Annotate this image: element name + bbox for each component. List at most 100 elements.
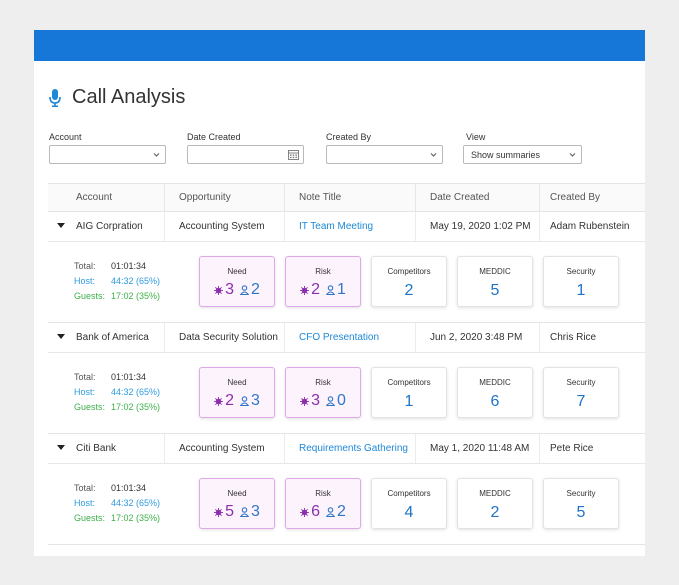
virus-icon — [300, 507, 310, 517]
created-by-filter: Created By — [326, 132, 443, 164]
call-analysis-table: Account Opportunity Note Title Date Crea… — [48, 183, 645, 545]
guests-duration: 17:02 (35%) — [111, 291, 161, 301]
need-participants: 3 — [251, 392, 260, 409]
risk-tile[interactable]: Risk 2 1 — [285, 256, 361, 307]
virus-icon — [214, 507, 224, 517]
risk-tile[interactable]: Risk 6 2 — [285, 478, 361, 529]
competitors-label: Competitors — [387, 489, 431, 498]
need-label: Need — [227, 489, 247, 498]
view-filter-label: View — [466, 132, 486, 142]
table-row[interactable]: AIG Corpration Accounting System IT Team… — [48, 212, 645, 242]
table-row[interactable]: Citi Bank Accounting System Requirements… — [48, 434, 645, 464]
risk-count: 2 — [311, 281, 320, 298]
person-icon — [326, 507, 335, 517]
security-tile[interactable]: Security 5 — [543, 478, 619, 529]
note-title-link[interactable]: Requirements Gathering — [285, 434, 416, 463]
competitors-tile[interactable]: Competitors 4 — [371, 478, 447, 529]
date-created-cell: May 19, 2020 1:02 PM — [416, 212, 540, 241]
note-title-link[interactable]: CFO Presentation — [285, 323, 416, 352]
column-header-opportunity[interactable]: Opportunity — [165, 184, 285, 211]
total-duration: 01:01:34 — [111, 483, 147, 493]
virus-icon — [300, 396, 310, 406]
table-header: Account Opportunity Note Title Date Crea… — [48, 183, 645, 212]
call-duration-stats: Total: 01:01:34 Host: 44:32 (65%) Guests: 1… — [74, 481, 160, 526]
date-created-cell: May 1, 2020 11:48 AM — [416, 434, 540, 463]
security-count: 1 — [576, 282, 586, 299]
account-cell: AIG Corpration — [48, 212, 165, 241]
need-tile[interactable]: Need 5 3 — [199, 478, 275, 529]
security-count: 5 — [576, 504, 586, 521]
header-bar — [34, 30, 645, 61]
row-summary: Total: 01:01:34 Host: 44:32 (65%) Guests: 1… — [48, 242, 645, 323]
caret-down-icon[interactable] — [57, 223, 65, 229]
host-duration: 44:32 (65%) — [111, 387, 161, 397]
meddic-count: 6 — [490, 393, 500, 410]
meddic-count: 2 — [490, 504, 500, 521]
guests-duration: 17:02 (35%) — [111, 402, 161, 412]
account-select[interactable] — [49, 145, 166, 164]
risk-count: 3 — [311, 392, 320, 409]
risk-participants: 1 — [337, 281, 346, 298]
need-participants: 2 — [251, 281, 260, 298]
meddic-tile[interactable]: MEDDIC 6 — [457, 367, 533, 418]
competitors-tile[interactable]: Competitors 2 — [371, 256, 447, 307]
meddic-tile[interactable]: MEDDIC 2 — [457, 478, 533, 529]
view-select[interactable]: Show summaries — [463, 145, 582, 164]
calendar-icon[interactable] — [288, 149, 299, 160]
total-label: Total: — [74, 372, 96, 382]
risk-tile[interactable]: Risk 3 0 — [285, 367, 361, 418]
call-analysis-panel: Call Analysis Account Date Created — [34, 30, 645, 556]
date-created-input[interactable] — [187, 145, 304, 164]
column-header-note-title[interactable]: Note Title — [285, 184, 416, 211]
total-label: Total: — [74, 483, 96, 493]
account-filter: Account — [49, 132, 166, 164]
security-tile[interactable]: Security 7 — [543, 367, 619, 418]
table-row[interactable]: Bank of America Data Security Solution C… — [48, 323, 645, 353]
host-duration: 44:32 (65%) — [111, 276, 161, 286]
risk-count: 6 — [311, 503, 320, 520]
column-header-created-by[interactable]: Created By — [550, 192, 601, 203]
meddic-label: MEDDIC — [479, 489, 511, 498]
host-label: Host: — [74, 387, 96, 397]
host-duration: 44:32 (65%) — [111, 498, 161, 508]
risk-label: Risk — [315, 267, 331, 276]
page-title: Call Analysis — [72, 86, 186, 108]
caret-down-icon[interactable] — [57, 334, 65, 340]
risk-participants: 0 — [337, 392, 346, 409]
caret-down-icon[interactable] — [57, 445, 65, 451]
opportunity-cell: Accounting System — [165, 212, 285, 241]
need-participants: 3 — [251, 503, 260, 520]
total-duration: 01:01:34 — [111, 261, 147, 271]
view-filter: View Show summaries — [463, 132, 582, 164]
total-label: Total: — [74, 261, 96, 271]
column-header-account[interactable]: Account — [48, 184, 165, 211]
column-header-date-created[interactable]: Date Created — [416, 184, 540, 211]
host-label: Host: — [74, 276, 96, 286]
security-tile[interactable]: Security 1 — [543, 256, 619, 307]
call-duration-stats: Total: 01:01:34 Host: 44:32 (65%) Guests: 1… — [74, 259, 160, 304]
microphone-icon — [49, 88, 61, 107]
row-summary: Total: 01:01:34 Host: 44:32 (65%) Guests: 1… — [48, 464, 645, 545]
competitors-label: Competitors — [387, 267, 431, 276]
guests-label: Guests: — [74, 291, 106, 301]
need-tile[interactable]: Need 3 2 — [199, 256, 275, 307]
chevron-down-icon — [569, 153, 576, 157]
created-by-cell: Pete Rice — [550, 443, 594, 454]
created-by-select[interactable] — [326, 145, 443, 164]
virus-icon — [214, 285, 224, 295]
need-tile[interactable]: Need 2 3 — [199, 367, 275, 418]
competitors-count: 4 — [404, 504, 414, 521]
note-title-link[interactable]: IT Team Meeting — [285, 212, 416, 241]
security-count: 7 — [576, 393, 586, 410]
person-icon — [240, 396, 249, 406]
person-icon — [326, 285, 335, 295]
chevron-down-icon — [153, 153, 160, 157]
need-count: 2 — [225, 392, 234, 409]
opportunity-cell: Accounting System — [165, 434, 285, 463]
meddic-tile[interactable]: MEDDIC 5 — [457, 256, 533, 307]
created-by-cell: Chris Rice — [550, 332, 597, 343]
date-created-filter: Date Created — [187, 132, 304, 164]
risk-label: Risk — [315, 489, 331, 498]
risk-participants: 2 — [337, 503, 346, 520]
competitors-tile[interactable]: Competitors 1 — [371, 367, 447, 418]
